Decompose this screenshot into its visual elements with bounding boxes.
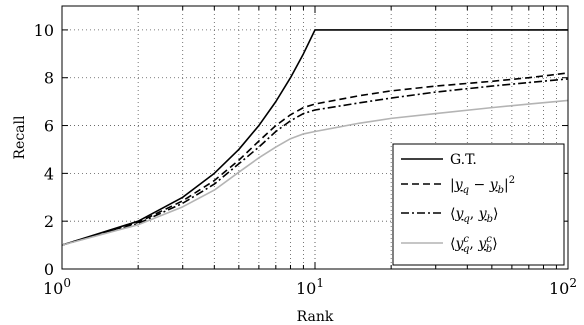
y-tick-label: 4 — [44, 164, 54, 183]
x-tick-label-exponent: 2 — [569, 276, 577, 290]
legend-label-1: G.T. — [450, 152, 477, 168]
series-line-2 — [61, 72, 569, 246]
x-tick-label-base: 10 — [296, 279, 316, 298]
x-tick-label-base: 10 — [43, 279, 63, 298]
legend: G.T. |yq − yb|2 ⟨yq, yb⟩ ⟨yc q, yc b⟩ — [392, 143, 565, 266]
x-tick-label-exponent: 0 — [63, 276, 71, 290]
x-tick-label: 100 — [43, 276, 71, 298]
series-line-1 — [61, 29, 568, 246]
series-line-4 — [61, 99, 569, 246]
series-layer — [61, 29, 569, 246]
y-tick-label: 0 — [44, 260, 54, 279]
x-axis-label: Rank — [297, 309, 334, 325]
series-line-3 — [61, 78, 569, 246]
x-tick-label: 101 — [296, 276, 324, 298]
legend-label-2: |yq − yb|2 — [450, 175, 515, 196]
x-tick-label: 102 — [549, 276, 577, 298]
legend-label-4: ⟨yc q, yc b⟩ — [450, 234, 498, 255]
y-axis-label: Recall — [12, 115, 28, 159]
y-tick-label: 8 — [44, 69, 54, 88]
x-tick-label-exponent: 1 — [316, 276, 324, 290]
legend-label-3: ⟨yq, yb⟩ — [450, 206, 499, 225]
x-tick-label-base: 10 — [549, 279, 569, 298]
y-tick-label: 6 — [44, 117, 54, 136]
y-tick-label: 10 — [34, 21, 54, 40]
y-tick-label: 2 — [44, 212, 54, 231]
tick-marks — [61, 6, 569, 270]
legend-box — [392, 143, 565, 266]
